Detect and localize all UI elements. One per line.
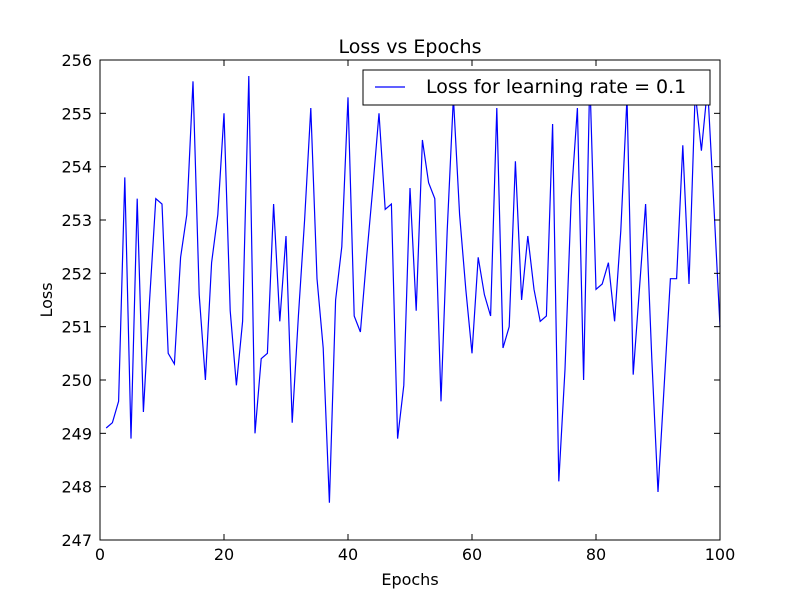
y-axis-label: Loss [37, 282, 56, 317]
y-tick-label: 253 [61, 211, 92, 230]
x-axis-ticks: 0 20 40 60 80 100 [95, 60, 735, 564]
x-tick-label: 20 [214, 545, 234, 564]
x-tick-label: 80 [586, 545, 606, 564]
plot-frame [99, 59, 721, 541]
y-tick-label: 251 [61, 318, 92, 337]
y-tick-label: 248 [61, 478, 92, 497]
legend-label: Loss for learning rate = 0.1 [426, 76, 686, 98]
x-tick-label: 0 [95, 545, 105, 564]
y-axis-ticks: 247 248 249 250 251 252 253 254 255 256 [61, 51, 720, 550]
x-tick-label: 40 [338, 545, 358, 564]
y-tick-label: 247 [61, 531, 92, 550]
y-tick-label: 254 [61, 158, 92, 177]
legend: Loss for learning rate = 0.1 [362, 69, 711, 106]
x-tick-label: 60 [462, 545, 482, 564]
plot-lines [105, 75, 721, 503]
y-tick-label: 249 [61, 424, 92, 443]
y-tick-label: 255 [61, 104, 92, 123]
x-axis-label: Epochs [381, 570, 438, 589]
y-tick-label: 252 [61, 264, 92, 283]
series-line-0 [105, 75, 721, 503]
x-tick-label: 100 [705, 545, 736, 564]
legend-frame [362, 69, 711, 106]
chart-title: Loss vs Epochs [339, 36, 482, 58]
y-tick-label: 250 [61, 371, 92, 390]
y-tick-label: 256 [61, 51, 92, 70]
